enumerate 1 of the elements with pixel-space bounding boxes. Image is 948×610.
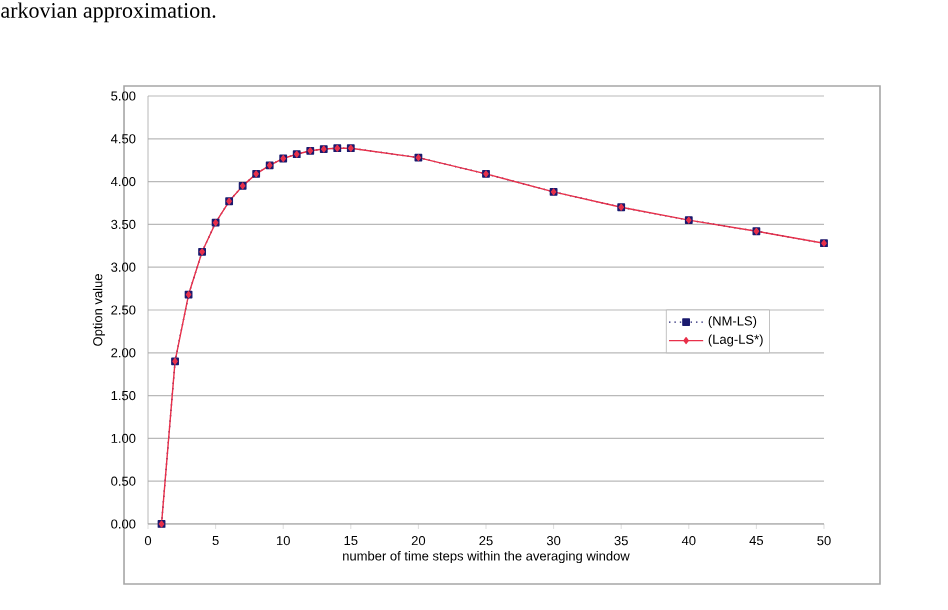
text: arkovian approximation.	[1, 2, 216, 23]
